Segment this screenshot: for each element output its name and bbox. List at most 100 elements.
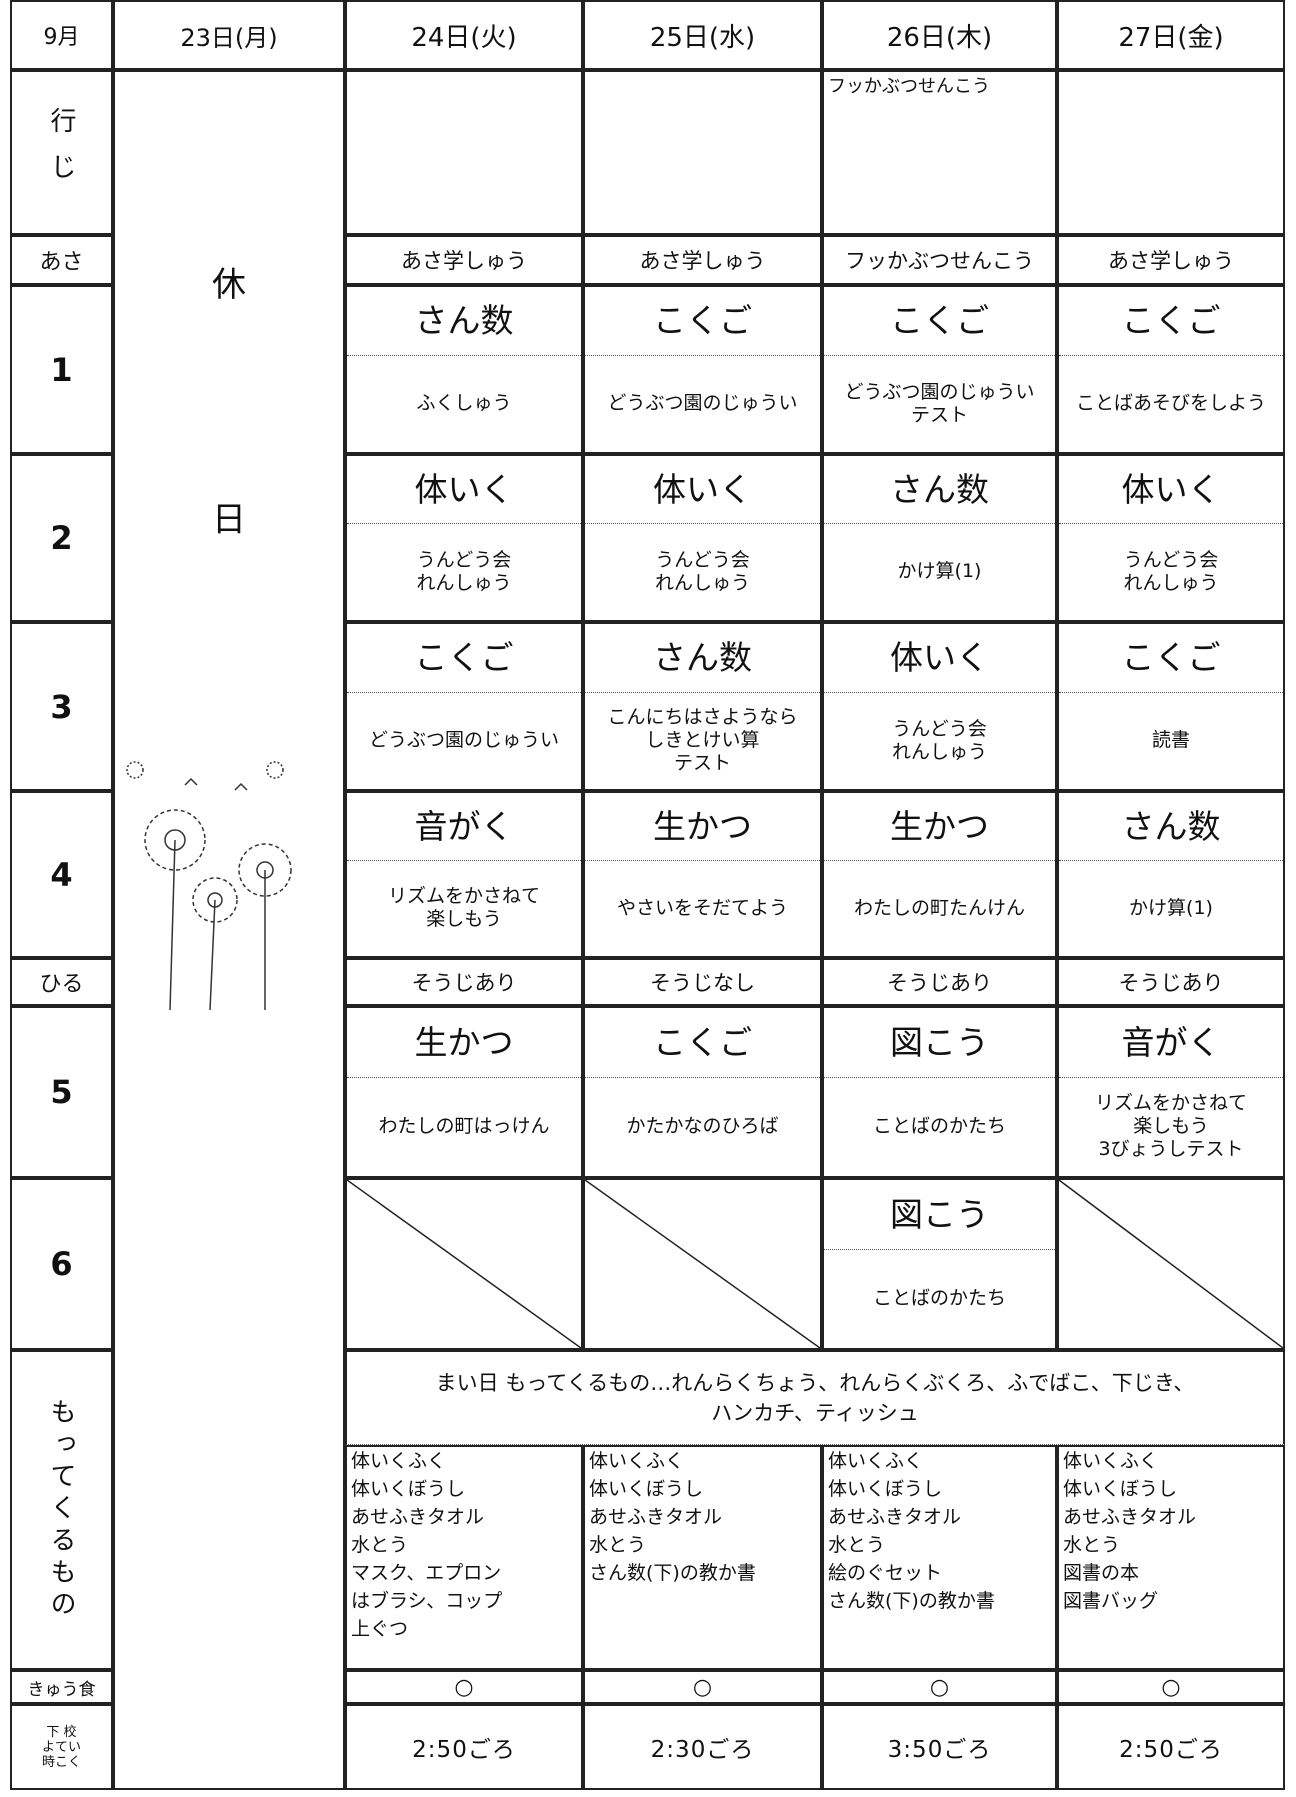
row-label: 下 校 よてい 時こく bbox=[10, 1704, 113, 1790]
lesson-content: かけ算(1) bbox=[897, 560, 982, 582]
subject: 体いく bbox=[1059, 456, 1283, 524]
lesson-content: わたしの町はっけん bbox=[378, 1115, 550, 1137]
period-cell: さん数こんにちはさようなら しきとけい算 テスト bbox=[583, 622, 822, 791]
subject: さん数 bbox=[824, 456, 1055, 524]
period-cell: さん数 かけ算(1) bbox=[1057, 791, 1285, 958]
holiday-column: 休日 bbox=[113, 70, 345, 1790]
holiday-text: 日 bbox=[212, 500, 246, 540]
period-cell: こくごかたかなのひろば bbox=[583, 1006, 822, 1178]
morning-cell: あさ学しゅう bbox=[345, 235, 583, 285]
items-list: 体いくふく 体いくぼうし あせふきタオル 水とう マスク、エプロン はブラシ、コ… bbox=[345, 1445, 583, 1670]
lesson-content: どうぶつ園のじゅうい テスト bbox=[844, 380, 1035, 426]
lesson-content: ふくしゅう bbox=[416, 392, 512, 414]
period-cell: こくご どうぶつ園のじゅうい bbox=[345, 622, 583, 791]
lesson-content: こんにちはさようなら しきとけい算 テスト bbox=[607, 706, 798, 774]
lesson-content: わたしの町たんけん bbox=[853, 896, 1025, 919]
subject: こくご bbox=[1059, 287, 1283, 356]
subject: さん数 bbox=[347, 287, 581, 356]
holiday-text: 休 bbox=[212, 265, 246, 305]
subject: 体いく bbox=[824, 624, 1055, 693]
lunch-cell: ○ bbox=[822, 1670, 1057, 1704]
morning-cell: フッかぶつせんこう bbox=[822, 235, 1057, 285]
period-cell: 体いく うんどう会 れんしゅう bbox=[822, 622, 1057, 791]
lesson-content: ことばのかたち bbox=[872, 1115, 1006, 1137]
lesson-content: 読書 bbox=[1151, 729, 1190, 751]
row-label: ひる bbox=[10, 958, 113, 1006]
lesson-content: やさいをそだてよう bbox=[616, 896, 788, 919]
event-cell bbox=[583, 70, 822, 235]
dismissal-time: 3:50ごろ bbox=[822, 1704, 1057, 1790]
noon-cell: そうじあり bbox=[822, 958, 1057, 1006]
day-header: 24日(火) bbox=[345, 0, 583, 70]
period-number: 3 bbox=[10, 622, 113, 791]
lesson-content: うんどう会 れんしゅう bbox=[416, 548, 512, 594]
subject: 生かつ bbox=[824, 793, 1055, 861]
lesson-content: うんどう会 れんしゅう bbox=[654, 548, 750, 594]
period-number: 5 bbox=[10, 1006, 113, 1178]
event-text: フッかぶつせんこう bbox=[828, 76, 990, 97]
day-header: 27日(金) bbox=[1057, 0, 1285, 70]
dismissal-time: 2:50ごろ bbox=[345, 1704, 583, 1790]
subject: 体いく bbox=[585, 456, 820, 524]
flower-illustration bbox=[126, 761, 292, 1011]
day-header: 26日(木) bbox=[822, 0, 1057, 70]
subject: こくご bbox=[1059, 624, 1283, 693]
lesson-content: どうぶつ園のじゅうい bbox=[368, 729, 559, 751]
items-list: 体いくふく 体いくぼうし あせふきタオル 水とう さん数(下)の教か書 bbox=[583, 1445, 822, 1670]
period-cell: 体いくうんどう会 れんしゅう bbox=[583, 454, 822, 622]
dismissal-time: 2:30ごろ bbox=[583, 1704, 822, 1790]
lesson-content: ことばあそびをしよう bbox=[1075, 392, 1266, 414]
subject: さん数 bbox=[1059, 793, 1283, 861]
empty-slash bbox=[584, 1179, 821, 1349]
period-cell: 音がく リズムをかさねて 楽しもう bbox=[345, 791, 583, 958]
dismissal-time: 2:50ごろ bbox=[1057, 1704, 1285, 1790]
period-cell bbox=[345, 1178, 583, 1350]
subject: 体いく bbox=[347, 456, 581, 524]
subject: 生かつ bbox=[585, 793, 820, 861]
subject: 図こう bbox=[824, 1008, 1055, 1078]
period-cell: 体いくうんどう会 れんしゅう bbox=[345, 454, 583, 622]
period-cell bbox=[1057, 1178, 1285, 1350]
period-cell: こくごことばあそびをしよう bbox=[1057, 285, 1285, 454]
month-header: 9月 bbox=[10, 0, 113, 70]
period-cell: 生かつわたしの町たんけん bbox=[822, 791, 1057, 958]
period-number: 1 bbox=[10, 285, 113, 454]
period-number: 6 bbox=[10, 1178, 113, 1350]
lesson-content: うんどう会 れんしゅう bbox=[1123, 548, 1219, 594]
lesson-content: リズムをかさねて 楽しもう 3びょうしテスト bbox=[1094, 1092, 1247, 1160]
lesson-content: かたかなのひろば bbox=[626, 1115, 779, 1137]
row-label: あさ bbox=[10, 235, 113, 285]
period-cell: さん数 ふくしゅう bbox=[345, 285, 583, 454]
subject: 音がく bbox=[1059, 1008, 1283, 1078]
period-cell: 生かつやさいをそだてよう bbox=[583, 791, 822, 958]
period-cell: こくご どうぶつ園のじゅうい bbox=[583, 285, 822, 454]
subject: さん数 bbox=[585, 624, 820, 693]
daily-items: まい日 もってくるもの…れんらくちょう、れんらくぶくろ、ふでばこ、下じき、 ハン… bbox=[345, 1350, 1285, 1445]
subject: 図こう bbox=[824, 1180, 1055, 1250]
period-cell: こくごどうぶつ園のじゅうい テスト bbox=[822, 285, 1057, 454]
empty-slash bbox=[1058, 1179, 1284, 1349]
period-cell: 図こうことばのかたち bbox=[822, 1006, 1057, 1178]
subject: こくご bbox=[585, 1008, 820, 1078]
subject: こくご bbox=[585, 287, 820, 356]
lunch-cell: ○ bbox=[1057, 1670, 1285, 1704]
period-number: 4 bbox=[10, 791, 113, 958]
items-list: 体いくふく 体いくぼうし あせふきタオル 水とう 絵のぐセット さん数(下)の教… bbox=[822, 1445, 1057, 1670]
row-label: 行じ bbox=[10, 70, 113, 235]
items-list: 体いくふく 体いくぼうし あせふきタオル 水とう 図書の本 図書バッグ bbox=[1057, 1445, 1285, 1670]
lesson-content: リズムをかさねて 楽しもう bbox=[387, 885, 540, 930]
event-cell: フッかぶつせんこう bbox=[822, 70, 1057, 235]
period-cell: 体いくうんどう会 れんしゅう bbox=[1057, 454, 1285, 622]
event-cell bbox=[1057, 70, 1285, 235]
event-cell bbox=[345, 70, 583, 235]
day-header: 25日(水) bbox=[583, 0, 822, 70]
period-cell bbox=[583, 1178, 822, 1350]
subject: 生かつ bbox=[347, 1008, 581, 1078]
noon-cell: そうじあり bbox=[345, 958, 583, 1006]
empty-slash bbox=[346, 1179, 582, 1349]
subject: こくご bbox=[824, 287, 1055, 356]
morning-cell: あさ学しゅう bbox=[583, 235, 822, 285]
period-cell: 図こう ことばのかたち bbox=[822, 1178, 1057, 1350]
period-cell: 生かつわたしの町はっけん bbox=[345, 1006, 583, 1178]
